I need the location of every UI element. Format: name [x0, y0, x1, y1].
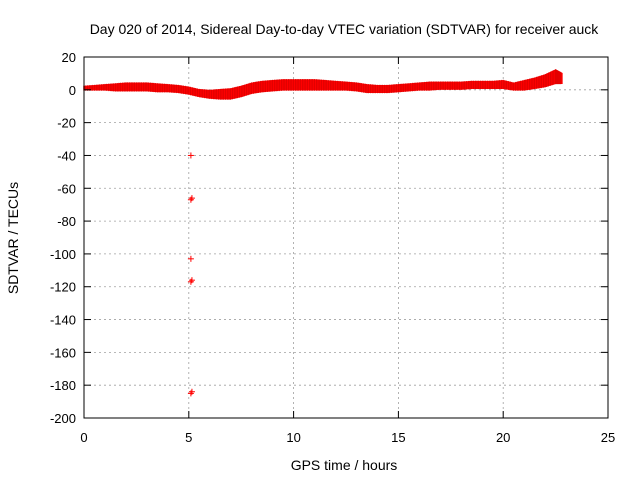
- data-point: [187, 255, 194, 262]
- y-tick-label: -40: [57, 148, 76, 163]
- data-point: [188, 277, 195, 284]
- data-point: [188, 195, 195, 202]
- data-layer: [83, 69, 563, 397]
- x-tick-label: 0: [80, 430, 87, 445]
- y-tick-label: -120: [50, 280, 76, 295]
- y-tick-label: -80: [57, 214, 76, 229]
- chart-title: Day 020 of 2014, Sidereal Day-to-day VTE…: [90, 21, 600, 37]
- x-tick-label: 25: [601, 430, 615, 445]
- plot-frame: [83, 56, 609, 419]
- x-tick-label: 15: [391, 430, 405, 445]
- y-tick-label: -20: [57, 116, 76, 131]
- x-axis-label: GPS time / hours: [291, 457, 398, 473]
- grid: [84, 57, 608, 418]
- x-tick-label: 20: [496, 430, 510, 445]
- y-tick-label: 0: [69, 83, 76, 98]
- y-tick-label: -140: [50, 313, 76, 328]
- data-point: [187, 152, 194, 159]
- x-tick-label: 10: [286, 430, 300, 445]
- data-point: [188, 388, 195, 395]
- x-tick-label: 5: [185, 430, 192, 445]
- y-tick-label: -100: [50, 247, 76, 262]
- y-tick-label: -60: [57, 181, 76, 196]
- y-tick-label: -200: [50, 411, 76, 426]
- ticks: 20 0 -20 -40 -60 -80 -100 -120 -140 -160 -180 -200 0…: [50, 50, 615, 445]
- y-axis-label: SDTVAR / TECUs: [5, 182, 21, 294]
- y-tick-label: -180: [50, 378, 76, 393]
- y-tick-label: 20: [62, 50, 76, 65]
- y-tick-label: -160: [50, 345, 76, 360]
